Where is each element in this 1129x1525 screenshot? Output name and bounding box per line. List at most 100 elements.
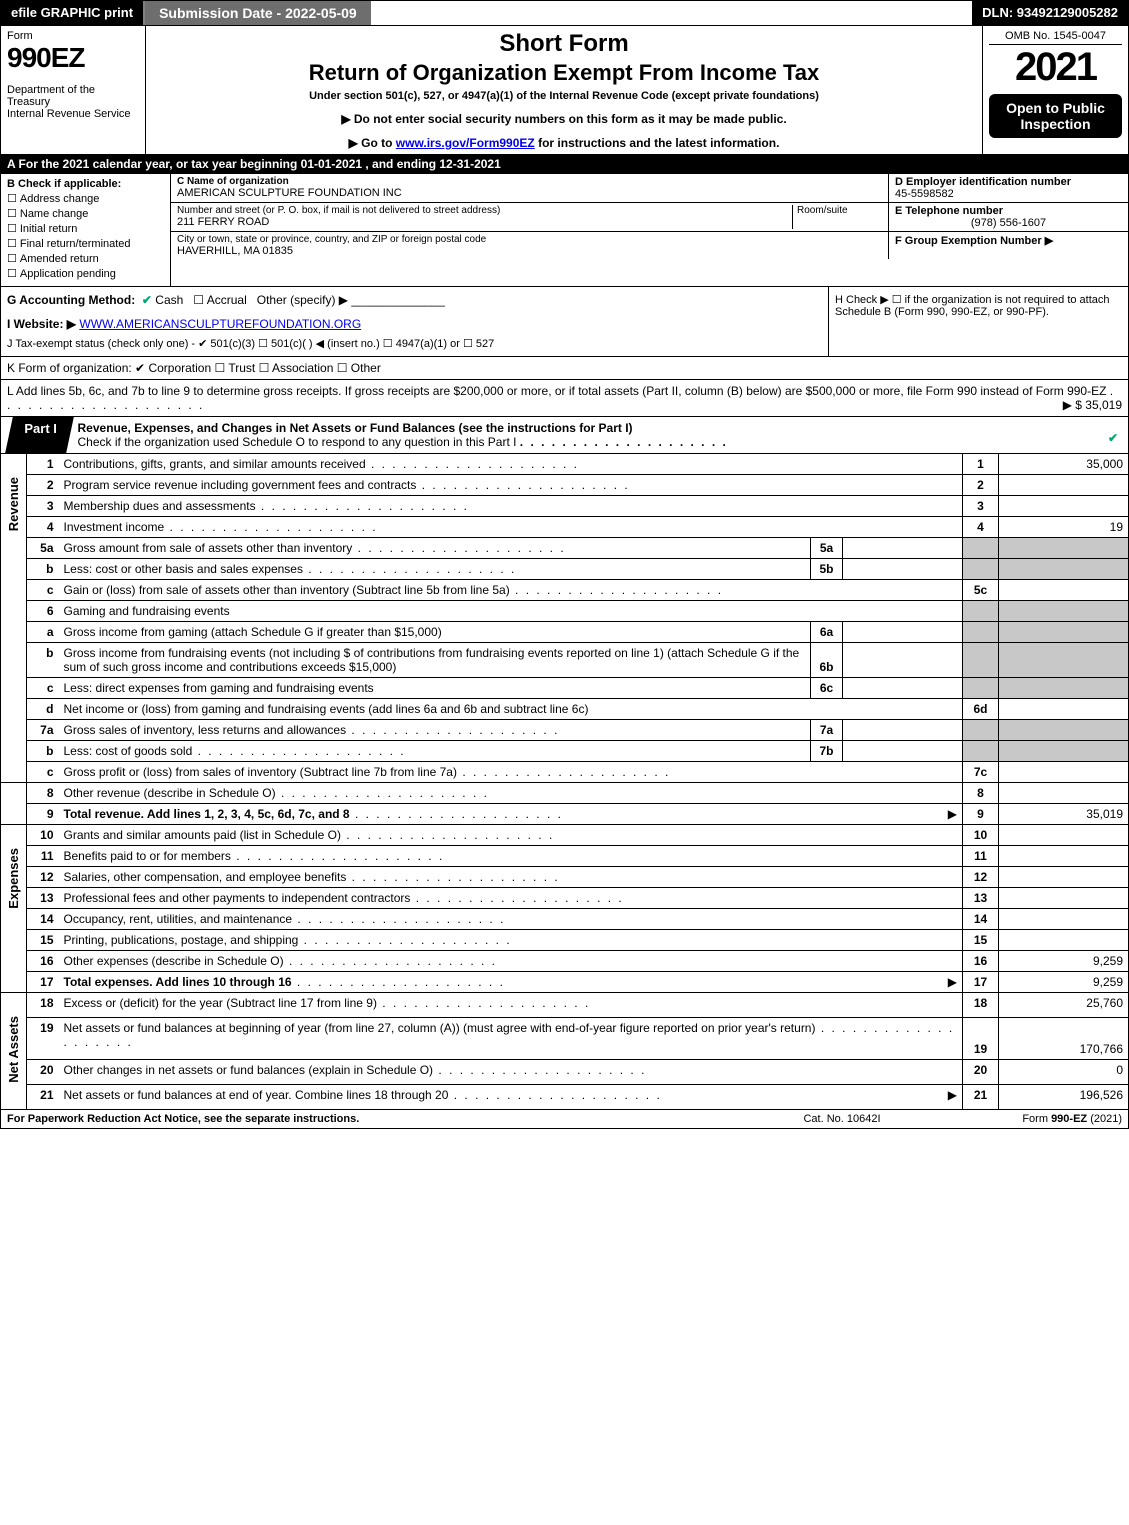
- line-num: b: [27, 559, 59, 580]
- line-num: 21: [27, 1084, 59, 1109]
- line-num: c: [27, 678, 59, 699]
- section-b-label: B Check if applicable:: [7, 178, 164, 190]
- section-b-through-f: B Check if applicable: Address change Na…: [0, 174, 1129, 287]
- website-label: I Website: ▶: [7, 317, 76, 331]
- line-a-tax-year: A For the 2021 calendar year, or tax yea…: [0, 155, 1129, 174]
- chk-name-change[interactable]: Name change: [7, 207, 164, 220]
- instructions-link-row: ▶ Go to www.irs.gov/Form990EZ for instru…: [154, 136, 974, 150]
- line-desc: Less: cost or other basis and sales expe…: [59, 559, 811, 580]
- street-label: Number and street (or P. O. box, if mail…: [177, 205, 792, 216]
- line-num: 13: [27, 888, 59, 909]
- line-num: 6: [27, 601, 59, 622]
- topbar-spacer: [371, 1, 972, 25]
- line-rnum: 13: [963, 888, 999, 909]
- line-num: b: [27, 741, 59, 762]
- expenses-table: Expenses 10 Grants and similar amounts p…: [0, 825, 1129, 993]
- part-1-subtitle: Check if the organization used Schedule …: [78, 435, 517, 449]
- accounting-method-row: G Accounting Method: ✔ Cash ☐ Accrual Ot…: [1, 287, 828, 356]
- line-rnum: 8: [963, 783, 999, 804]
- form-main-title: Return of Organization Exempt From Incom…: [154, 60, 974, 86]
- paperwork-notice: For Paperwork Reduction Act Notice, see …: [7, 1113, 742, 1125]
- line-num: a: [27, 622, 59, 643]
- section-c-through-f: C Name of organization AMERICAN SCULPTUR…: [171, 174, 1128, 286]
- shaded-cell: [963, 678, 999, 699]
- street-value: 211 FERRY ROAD: [177, 216, 792, 228]
- line-value: [999, 909, 1129, 930]
- line-value: [999, 867, 1129, 888]
- line-rnum: 17: [963, 972, 999, 993]
- line-value: [999, 930, 1129, 951]
- line-num: 19: [27, 1017, 59, 1059]
- city-cell: City or town, state or province, country…: [171, 232, 888, 259]
- row-g-label: G Accounting Method:: [7, 293, 135, 307]
- line-value: 35,019: [999, 804, 1129, 825]
- accrual-label: Accrual: [207, 293, 247, 307]
- chk-final-return[interactable]: Final return/terminated: [7, 237, 164, 250]
- line-desc: Less: direct expenses from gaming and fu…: [59, 678, 811, 699]
- header-right-block: OMB No. 1545-0047 2021 Open to Public In…: [983, 26, 1128, 154]
- line-num: 16: [27, 951, 59, 972]
- irs-link[interactable]: www.irs.gov/Form990EZ: [396, 136, 535, 150]
- line-value: [999, 825, 1129, 846]
- line-desc: Benefits paid to or for members: [59, 846, 963, 867]
- subline-value: [843, 678, 963, 699]
- form-header: Form 990EZ Department of the Treasury In…: [0, 26, 1129, 155]
- net-assets-table: Net Assets 18 Excess or (deficit) for th…: [0, 993, 1129, 1110]
- line-desc: Investment income: [59, 517, 963, 538]
- line-rnum: 4: [963, 517, 999, 538]
- line-desc: Program service revenue including govern…: [59, 475, 963, 496]
- line-num: d: [27, 699, 59, 720]
- line-desc: Total expenses. Add lines 10 through 16▶: [59, 972, 963, 993]
- form-of-organization-row: K Form of organization: ✔ Corporation ☐ …: [0, 357, 1129, 380]
- other-label: Other (specify) ▶: [257, 293, 348, 307]
- line-rnum: 15: [963, 930, 999, 951]
- city-label: City or town, state or province, country…: [177, 234, 882, 245]
- gross-receipts-row: L Add lines 5b, 6c, and 7b to line 9 to …: [0, 380, 1129, 417]
- line-rnum: 16: [963, 951, 999, 972]
- subline-value: [843, 643, 963, 678]
- form-word: Form: [7, 30, 139, 42]
- shaded-cell: [963, 622, 999, 643]
- line-value: 0: [999, 1059, 1129, 1084]
- line-rnum: 3: [963, 496, 999, 517]
- website-link[interactable]: WWW.AMERICANSCULPTUREFOUNDATION.ORG: [79, 317, 361, 331]
- line-value: 25,760: [999, 993, 1129, 1017]
- shaded-cell: [963, 741, 999, 762]
- line-desc: Gross sales of inventory, less returns a…: [59, 720, 811, 741]
- line-num: 14: [27, 909, 59, 930]
- room-suite-cell: Room/suite: [792, 205, 882, 229]
- telephone-label: E Telephone number: [895, 205, 1003, 217]
- chk-address-change[interactable]: Address change: [7, 192, 164, 205]
- subline-label: 7a: [811, 720, 843, 741]
- line-num: 11: [27, 846, 59, 867]
- subline-value: [843, 538, 963, 559]
- group-exemption-cell: F Group Exemption Number ▶: [888, 232, 1128, 259]
- subline-value: [843, 720, 963, 741]
- subline-label: 6c: [811, 678, 843, 699]
- efile-print-button[interactable]: efile GRAPHIC print: [1, 1, 145, 25]
- line-desc: Net assets or fund balances at end of ye…: [59, 1084, 963, 1109]
- subline-value: [843, 559, 963, 580]
- shaded-cell: [963, 538, 999, 559]
- line-num: 4: [27, 517, 59, 538]
- city-value: HAVERHILL, MA 01835: [177, 245, 882, 257]
- chk-application-pending[interactable]: Application pending: [7, 267, 164, 280]
- line-desc: Gross income from fundraising events (no…: [59, 643, 811, 678]
- line-rnum: 2: [963, 475, 999, 496]
- line-desc: Printing, publications, postage, and shi…: [59, 930, 963, 951]
- line-num: c: [27, 580, 59, 601]
- part-1-schedule-o-checkbox[interactable]: ✔: [1098, 417, 1128, 453]
- shaded-cell: [999, 678, 1129, 699]
- chk-amended-return[interactable]: Amended return: [7, 252, 164, 265]
- org-name-label: C Name of organization: [177, 176, 882, 187]
- line-num: 3: [27, 496, 59, 517]
- line-num: c: [27, 762, 59, 783]
- top-bar: efile GRAPHIC print Submission Date - 20…: [0, 0, 1129, 26]
- line-desc: Grants and similar amounts paid (list in…: [59, 825, 963, 846]
- line-num: 12: [27, 867, 59, 888]
- chk-initial-return[interactable]: Initial return: [7, 222, 164, 235]
- line-rnum: 19: [963, 1017, 999, 1059]
- subline-value: [843, 622, 963, 643]
- line-rnum: 14: [963, 909, 999, 930]
- row-l-text: L Add lines 5b, 6c, and 7b to line 9 to …: [7, 384, 1106, 398]
